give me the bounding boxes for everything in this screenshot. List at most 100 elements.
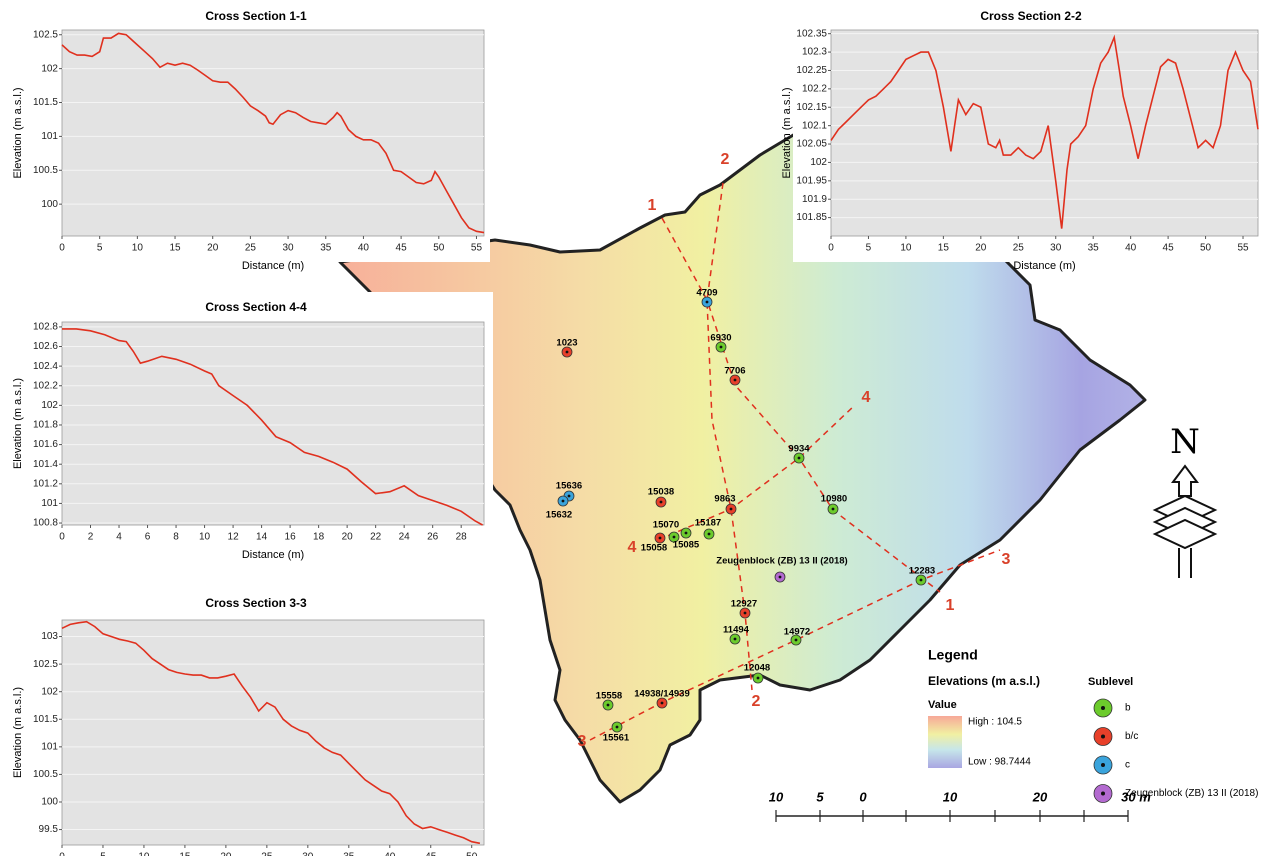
legend-label: c — [1125, 760, 1130, 771]
y-tick-label: 101.5 — [33, 714, 58, 725]
y-tick-label: 101.95 — [796, 175, 827, 186]
y-tick-label: 100.5 — [33, 769, 58, 780]
y-tick-label: 101 — [41, 741, 58, 752]
sample-label: 12927 — [731, 599, 757, 610]
y-tick-label: 101.85 — [796, 212, 827, 223]
y-tick-label: 101.9 — [802, 194, 827, 205]
plot-area — [62, 620, 484, 845]
x-tick-label: 45 — [396, 243, 408, 254]
x-tick-label: 10 — [199, 532, 211, 543]
x-tick-label: 5 — [866, 243, 872, 254]
sample-dot — [795, 639, 798, 642]
legend-heading: Sublevel — [1088, 676, 1133, 688]
legend-title: Legend — [928, 647, 978, 663]
section-label: 1 — [648, 197, 657, 214]
x-tick-label: 45 — [1163, 243, 1175, 254]
x-tick-label: 0 — [59, 243, 65, 254]
y-axis-label: Elevation (m a.s.l.) — [12, 687, 24, 778]
scale-label: 5 — [816, 789, 824, 804]
sample-label: 12283 — [909, 566, 935, 577]
sample-dot — [734, 379, 737, 382]
sample-label: 12048 — [744, 663, 770, 674]
sample-dot — [832, 508, 835, 511]
legend-label: High : 104.5 — [968, 717, 1022, 728]
north-arrow: N — [1155, 422, 1215, 578]
sample-dot — [734, 638, 737, 641]
chart-title: Cross Section 3-3 — [205, 596, 307, 610]
legend-label: b/c — [1125, 731, 1138, 742]
x-tick-label: 26 — [427, 532, 439, 543]
x-tick-label: 12 — [228, 532, 240, 543]
y-tick-label: 102.4 — [33, 361, 58, 372]
x-tick-label: 8 — [173, 532, 179, 543]
x-tick-label: 10 — [138, 852, 150, 856]
sample-dot — [661, 702, 664, 705]
sample-label: 1023 — [556, 338, 577, 349]
y-tick-label: 102 — [810, 157, 827, 168]
page: {"chart_data":[ {"type":"line","title":"… — [0, 0, 1270, 861]
plot-area — [62, 322, 484, 525]
sample-dot — [685, 532, 688, 535]
x-tick-label: 55 — [471, 243, 483, 254]
sample-dot — [779, 576, 782, 579]
x-tick-label: 25 — [261, 852, 273, 856]
x-tick-label: 16 — [285, 532, 297, 543]
sample-dot — [920, 579, 923, 582]
y-tick-label: 102.3 — [802, 47, 827, 58]
sample-dot — [659, 537, 662, 540]
y-tick-label: 102 — [41, 63, 58, 74]
sample-dot — [616, 726, 619, 729]
sample-label: 15085 — [673, 540, 700, 551]
x-tick-label: 30 — [302, 852, 314, 856]
y-tick-label: 102.6 — [33, 341, 58, 352]
y-tick-label: 102.5 — [33, 29, 58, 40]
y-tick-label: 102.05 — [796, 139, 827, 150]
y-axis-label: Elevation (m a.s.l.) — [781, 87, 793, 178]
x-tick-label: 50 — [466, 852, 478, 856]
x-tick-label: 10 — [900, 243, 912, 254]
x-tick-label: 5 — [100, 852, 106, 856]
y-tick-label: 103 — [41, 631, 58, 642]
x-tick-label: 25 — [245, 243, 257, 254]
y-tick-label: 101.8 — [33, 420, 58, 431]
x-tick-label: 40 — [1125, 243, 1137, 254]
sample-dot — [730, 508, 733, 511]
section-label: 4 — [628, 539, 637, 556]
scale-label: 0 — [859, 789, 867, 804]
x-tick-label: 5 — [97, 243, 103, 254]
sample-label: Zeugenblock (ZB) 13 II (2018) — [716, 556, 847, 567]
sample-label: 15070 — [653, 520, 679, 531]
x-tick-label: 50 — [1200, 243, 1212, 254]
y-tick-label: 100.5 — [33, 165, 58, 176]
sample-dot — [757, 677, 760, 680]
legend-heading: Elevations (m a.s.l.) — [928, 674, 1040, 688]
x-tick-label: 0 — [59, 532, 65, 543]
sample-label: 14972 — [784, 627, 810, 638]
y-tick-label: 102.25 — [796, 65, 827, 76]
section-label: 2 — [752, 693, 761, 710]
sample-dot — [798, 457, 801, 460]
y-tick-label: 101.5 — [33, 97, 58, 108]
section-label: 1 — [946, 597, 955, 614]
x-tick-label: 15 — [938, 243, 950, 254]
x-tick-label: 20 — [207, 243, 219, 254]
x-tick-label: 25 — [1013, 243, 1025, 254]
y-tick-label: 101.4 — [33, 459, 58, 470]
legend-label: Low : 98.7444 — [968, 757, 1031, 768]
sample-dot — [706, 301, 709, 304]
x-tick-label: 35 — [320, 243, 332, 254]
sample-label: 9934 — [788, 444, 810, 455]
figure: N Cross Section 1-1100100.5101101.510210… — [0, 0, 1270, 856]
x-tick-label: 20 — [975, 243, 987, 254]
sample-label: 15632 — [546, 510, 572, 521]
chart-title: Cross Section 2-2 — [980, 9, 1082, 23]
y-tick-label: 102.1 — [802, 120, 827, 131]
legend-dot — [1101, 792, 1105, 796]
color-ramp — [928, 716, 962, 768]
x-tick-label: 24 — [399, 532, 411, 543]
sample-label: 15561 — [603, 733, 630, 744]
x-tick-label: 40 — [384, 852, 396, 856]
x-tick-label: 50 — [433, 243, 445, 254]
x-tick-label: 20 — [220, 852, 232, 856]
x-tick-label: 35 — [1088, 243, 1100, 254]
